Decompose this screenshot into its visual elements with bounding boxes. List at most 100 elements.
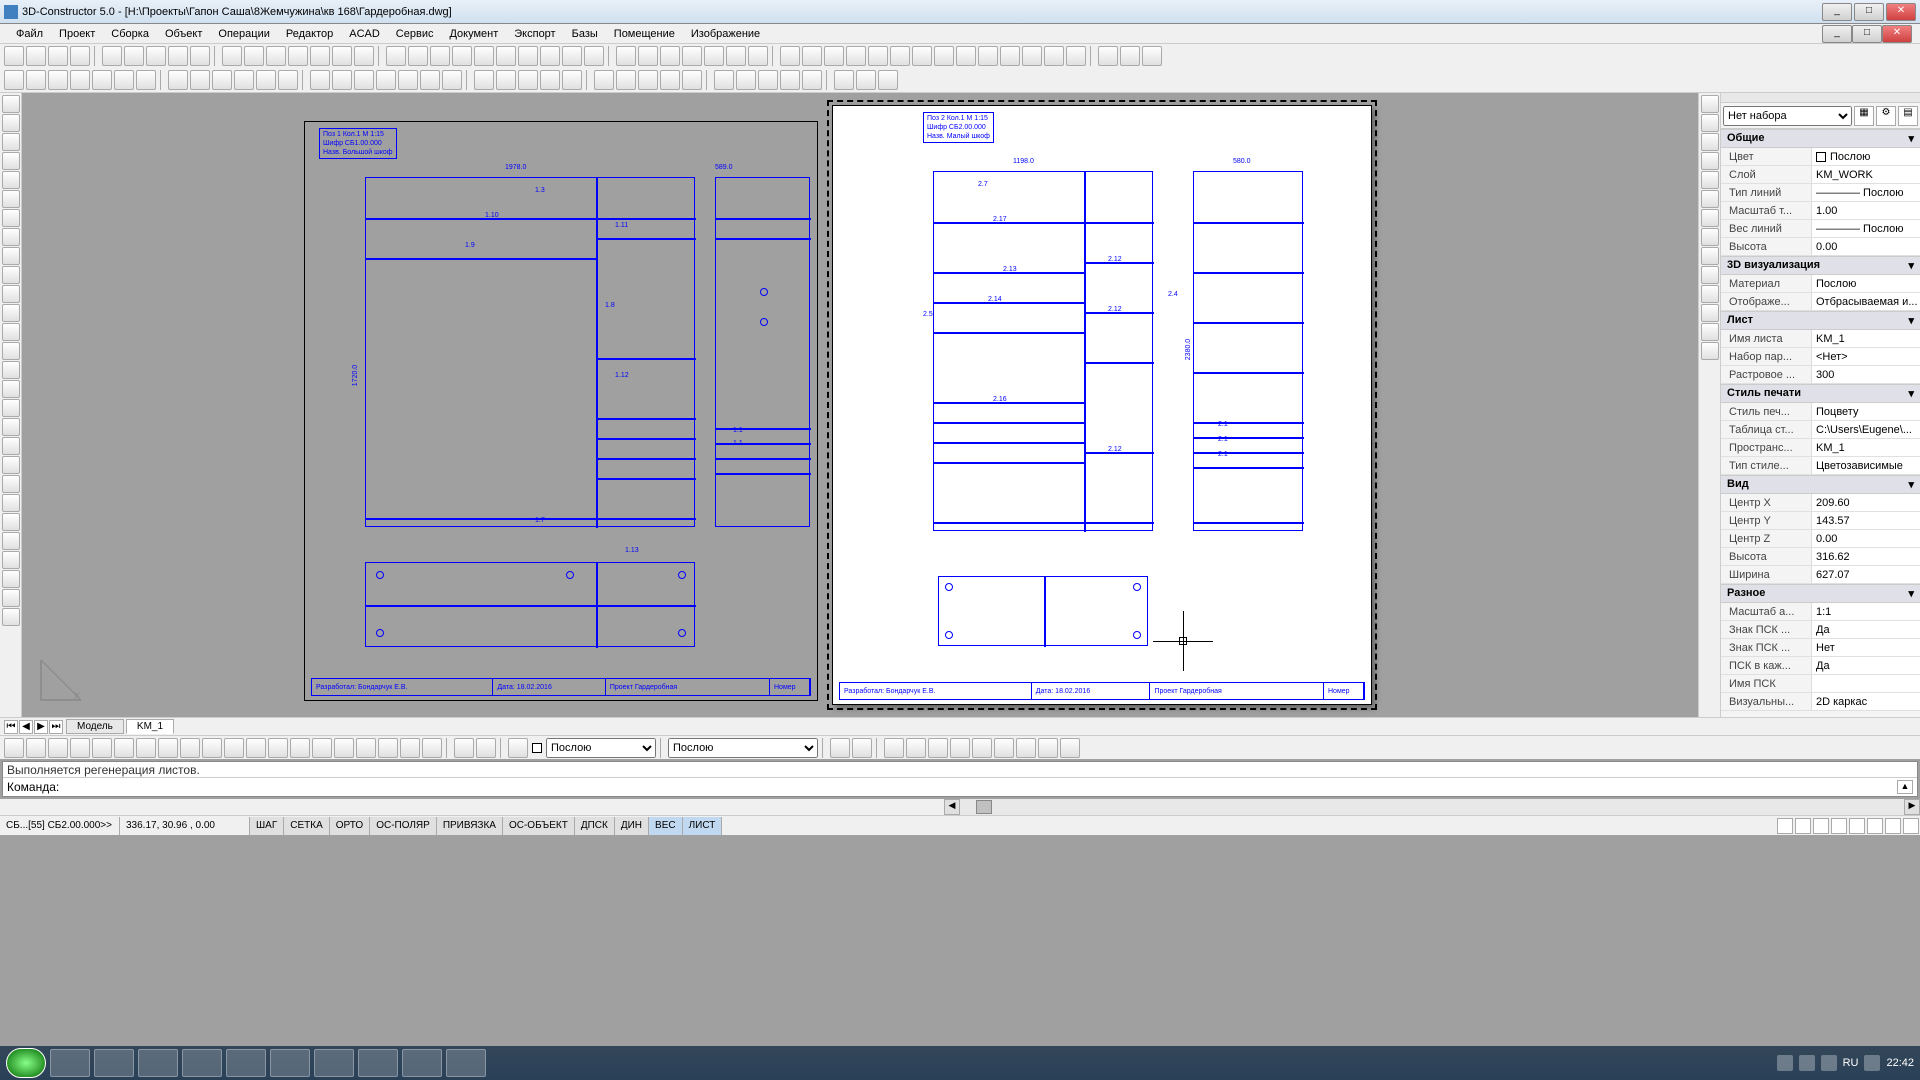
right-tool-button[interactable] xyxy=(1701,304,1719,322)
bottom-tool-button[interactable] xyxy=(508,738,528,758)
status-icon[interactable] xyxy=(1777,818,1793,834)
bottom-tool-button[interactable] xyxy=(454,738,474,758)
toolbar-button[interactable] xyxy=(616,70,636,90)
bottom-tool-button[interactable] xyxy=(356,738,376,758)
command-input[interactable] xyxy=(59,780,1897,794)
toolbar-button[interactable] xyxy=(802,46,822,66)
doc-close-button[interactable]: ✕ xyxy=(1882,25,1912,43)
tray-lang[interactable]: RU xyxy=(1843,1057,1859,1069)
prop-row[interactable]: Высота0.00 xyxy=(1721,238,1920,256)
prop-row[interactable]: Масштаб а...1:1 xyxy=(1721,603,1920,621)
props-btn-1[interactable]: ▦ xyxy=(1854,106,1874,126)
toolbar-button[interactable] xyxy=(594,70,614,90)
toolbar-button[interactable] xyxy=(682,46,702,66)
right-tool-button[interactable] xyxy=(1701,171,1719,189)
cmd-scroll-up[interactable]: ▲ xyxy=(1897,780,1913,794)
left-tool-button[interactable] xyxy=(2,304,20,322)
toolbar-button[interactable] xyxy=(562,70,582,90)
menu-acad[interactable]: ACAD xyxy=(341,26,388,42)
toolbar-button[interactable] xyxy=(266,46,286,66)
left-tool-button[interactable] xyxy=(2,532,20,550)
prop-row[interactable]: Визуальны...2D каркас xyxy=(1721,693,1920,711)
right-tool-button[interactable] xyxy=(1701,190,1719,208)
left-tool-button[interactable] xyxy=(2,247,20,265)
left-tool-button[interactable] xyxy=(2,266,20,284)
bottom-tool-button[interactable] xyxy=(92,738,112,758)
toolbar-button[interactable] xyxy=(136,70,156,90)
taskbar-app[interactable] xyxy=(446,1049,486,1077)
toolbar-button[interactable] xyxy=(408,46,428,66)
toolbar-button[interactable] xyxy=(518,70,538,90)
maximize-button[interactable]: □ xyxy=(1854,3,1884,21)
toolbar-button[interactable] xyxy=(190,46,210,66)
status-toggle-ос-поляр[interactable]: ОС-ПОЛЯР xyxy=(370,817,437,835)
taskbar-app[interactable] xyxy=(402,1049,442,1077)
bottom-tool-button[interactable] xyxy=(114,738,134,758)
toolbar-button[interactable] xyxy=(890,46,910,66)
layer-combo[interactable]: Послою xyxy=(546,738,656,758)
right-tool-button[interactable] xyxy=(1701,114,1719,132)
left-tool-button[interactable] xyxy=(2,380,20,398)
menu-room[interactable]: Помещение xyxy=(606,26,683,42)
toolbar-button[interactable] xyxy=(562,46,582,66)
left-tool-button[interactable] xyxy=(2,209,20,227)
status-icon[interactable] xyxy=(1885,818,1901,834)
bottom-tool-button[interactable] xyxy=(312,738,332,758)
tab-layout-km1[interactable]: KM_1 xyxy=(126,719,174,734)
prop-row[interactable]: Вес линий———— Послою xyxy=(1721,220,1920,238)
menu-object[interactable]: Объект xyxy=(157,26,210,42)
status-icon[interactable] xyxy=(1795,818,1811,834)
toolbar-button[interactable] xyxy=(474,70,494,90)
toolbar-button[interactable] xyxy=(288,46,308,66)
status-toggle-орто[interactable]: ОРТО xyxy=(330,817,370,835)
toolbar-button[interactable] xyxy=(354,70,374,90)
bottom-tool-button[interactable] xyxy=(4,738,24,758)
right-tool-button[interactable] xyxy=(1701,133,1719,151)
right-tool-button[interactable] xyxy=(1701,266,1719,284)
prop-row[interactable]: Растровое ...300 xyxy=(1721,366,1920,384)
toolbar-button[interactable] xyxy=(70,46,90,66)
toolbar-button[interactable] xyxy=(540,46,560,66)
status-icon[interactable] xyxy=(1867,818,1883,834)
doc-maximize-button[interactable]: □ xyxy=(1852,25,1882,43)
right-tool-button[interactable] xyxy=(1701,95,1719,113)
left-tool-button[interactable] xyxy=(2,418,20,436)
toolbar-button[interactable] xyxy=(934,46,954,66)
left-tool-button[interactable] xyxy=(2,342,20,360)
toolbar-button[interactable] xyxy=(474,46,494,66)
toolbar-button[interactable] xyxy=(146,46,166,66)
left-tool-button[interactable] xyxy=(2,551,20,569)
toolbar-button[interactable] xyxy=(638,46,658,66)
hscroll-left[interactable]: ◀ xyxy=(944,799,960,815)
prop-row[interactable]: Отображе...Отбрасываемая и... xyxy=(1721,293,1920,311)
status-icon[interactable] xyxy=(1849,818,1865,834)
toolbar-button[interactable] xyxy=(748,46,768,66)
prop-row[interactable]: Имя листаKM_1 xyxy=(1721,330,1920,348)
prop-row[interactable]: Центр Y143.57 xyxy=(1721,512,1920,530)
bottom-tool-button[interactable] xyxy=(136,738,156,758)
bottom-tool-button[interactable] xyxy=(378,738,398,758)
toolbar-button[interactable] xyxy=(70,70,90,90)
bottom-tool-button[interactable] xyxy=(158,738,178,758)
status-icon[interactable] xyxy=(1813,818,1829,834)
toolbar-button[interactable] xyxy=(48,46,68,66)
toolbar-button[interactable] xyxy=(26,46,46,66)
color-swatch[interactable] xyxy=(532,743,542,753)
toolbar-button[interactable] xyxy=(310,70,330,90)
toolbar-button[interactable] xyxy=(310,46,330,66)
toolbar-button[interactable] xyxy=(92,70,112,90)
bottom-tool-button[interactable] xyxy=(224,738,244,758)
toolbar-button[interactable] xyxy=(1022,46,1042,66)
toolbar-button[interactable] xyxy=(1098,46,1118,66)
toolbar-button[interactable] xyxy=(834,70,854,90)
taskbar-app[interactable] xyxy=(50,1049,90,1077)
toolbar-button[interactable] xyxy=(1120,46,1140,66)
toolbar-button[interactable] xyxy=(758,70,778,90)
taskbar-app[interactable] xyxy=(94,1049,134,1077)
toolbar-button[interactable] xyxy=(452,46,472,66)
left-tool-button[interactable] xyxy=(2,437,20,455)
toolbar-button[interactable] xyxy=(780,46,800,66)
right-tool-button[interactable] xyxy=(1701,342,1719,360)
toolbar-button[interactable] xyxy=(354,46,374,66)
bottom-tool-button[interactable] xyxy=(1038,738,1058,758)
